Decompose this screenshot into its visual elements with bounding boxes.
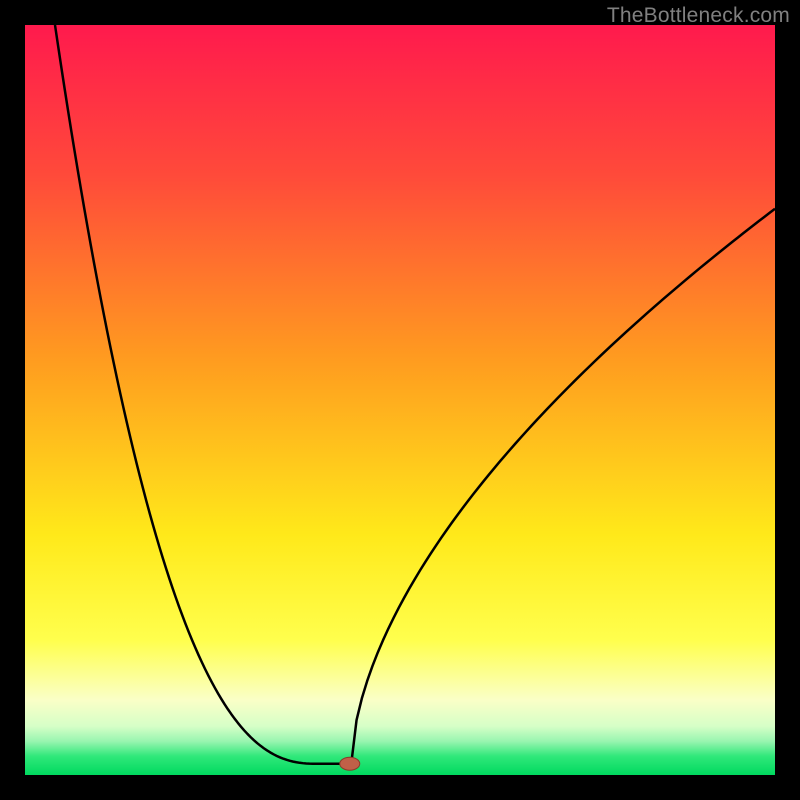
optimum-marker	[340, 757, 360, 770]
bottleneck-chart	[0, 0, 800, 800]
watermark-text: TheBottleneck.com	[607, 4, 790, 28]
gradient-background	[25, 25, 775, 775]
chart-container: TheBottleneck.com	[0, 0, 800, 800]
